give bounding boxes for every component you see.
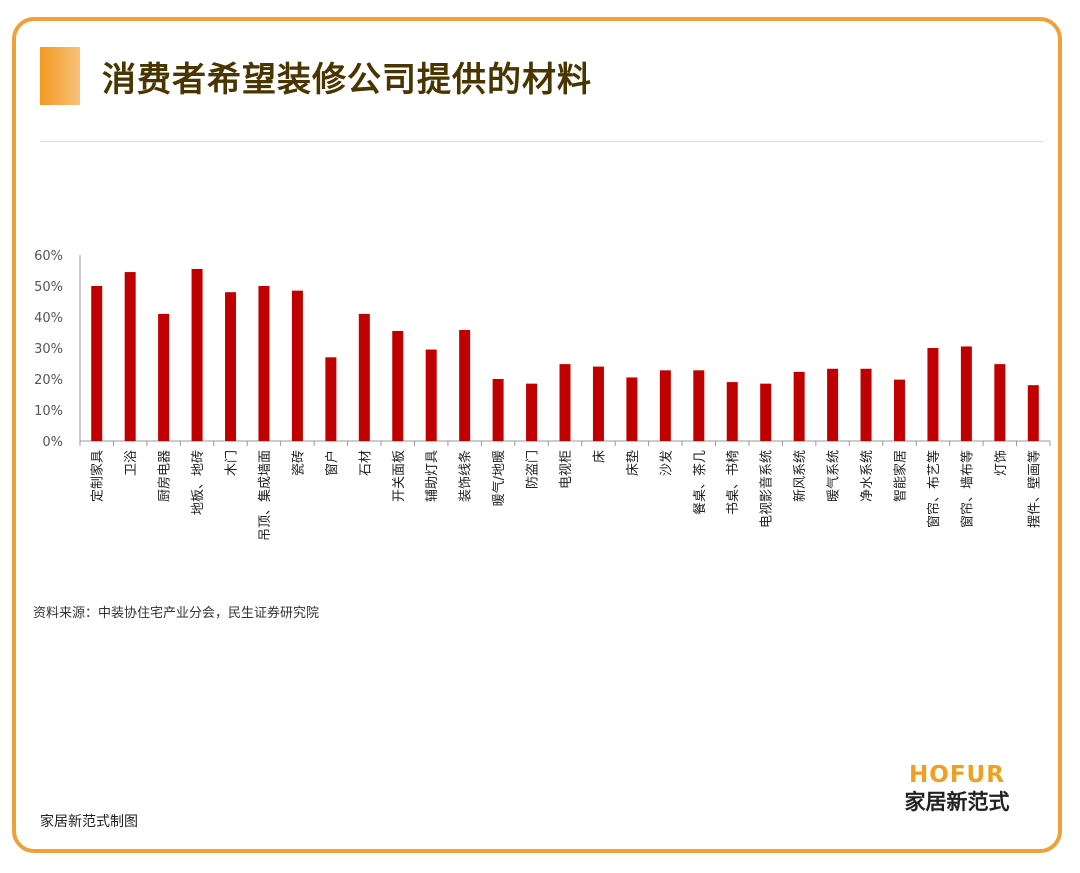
title-divider bbox=[40, 141, 1043, 142]
x-tick-label: 定制家具 bbox=[90, 450, 106, 502]
y-tick-label: 40% bbox=[34, 311, 63, 326]
bar bbox=[960, 346, 972, 441]
bar bbox=[526, 383, 538, 441]
x-tick-label: 暖气系统 bbox=[826, 450, 842, 502]
footer-credit: 家居新范式制图 bbox=[40, 814, 138, 830]
x-tick-label: 窗帘、布艺等 bbox=[926, 450, 942, 528]
bar bbox=[793, 371, 805, 441]
x-tick-label: 摆件、壁画等 bbox=[1026, 450, 1042, 528]
x-tick-label: 辅助灯具 bbox=[425, 450, 440, 502]
x-tick-label: 瓷砖 bbox=[291, 450, 306, 476]
logo-brand-cn: 家居新范式 bbox=[904, 790, 1010, 814]
x-tick-label: 开关面板 bbox=[392, 450, 407, 502]
x-tick-label: 餐桌、茶几 bbox=[692, 450, 708, 515]
y-tick-label: 20% bbox=[34, 373, 63, 388]
y-tick-label: 30% bbox=[34, 342, 63, 357]
x-tick-label: 灯饰 bbox=[994, 450, 1009, 476]
bar bbox=[158, 313, 170, 441]
source-note: 资料来源：中装协住宅产业分会，民生证券研究院 bbox=[33, 606, 320, 621]
bar bbox=[492, 379, 504, 441]
x-tick-label: 电视影音系统 bbox=[759, 450, 775, 528]
bar bbox=[626, 377, 638, 441]
bar bbox=[592, 366, 604, 441]
bar bbox=[1027, 385, 1039, 441]
bar bbox=[124, 272, 136, 441]
bar bbox=[291, 290, 303, 441]
bar bbox=[225, 292, 237, 441]
bar bbox=[258, 286, 270, 441]
y-axis: 0% 10% 20% 30% 40% 50% 60% bbox=[34, 249, 81, 450]
y-tick-label: 50% bbox=[34, 280, 63, 295]
x-tick-label: 暖气/地暖 bbox=[491, 450, 507, 506]
y-tick-label: 60% bbox=[34, 249, 63, 264]
bar bbox=[425, 349, 437, 441]
x-tick-label: 石材 bbox=[358, 450, 373, 476]
x-tick-label: 净水系统 bbox=[860, 450, 875, 502]
y-tick-label: 0% bbox=[42, 435, 63, 450]
x-tick-label: 木门 bbox=[225, 450, 240, 476]
logo-brand: HOFUR bbox=[909, 762, 1005, 788]
x-tick-label: 智能家居 bbox=[892, 450, 908, 502]
bar bbox=[726, 382, 738, 441]
bar bbox=[693, 370, 705, 441]
bar bbox=[358, 313, 370, 441]
bar-series bbox=[91, 268, 1039, 441]
bar bbox=[325, 357, 337, 441]
x-tick-label: 地板、地砖 bbox=[191, 450, 206, 515]
page-title: 消费者希望装修公司提供的材料 bbox=[102, 60, 592, 100]
x-tick-label: 装饰线条 bbox=[458, 450, 474, 502]
x-tick-labels: 定制家具 卫浴 厨房电器 地板、地砖 木门 吊顶、集成墙面 瓷砖 窗户 石材 开关面板 辅助灯具 装饰… bbox=[90, 450, 1043, 541]
bar bbox=[893, 379, 905, 441]
bar bbox=[91, 286, 103, 441]
x-tick-label: 床 bbox=[592, 450, 607, 463]
x-tick-label: 书桌、书椅 bbox=[726, 450, 741, 515]
x-tick-label: 窗帘、墙布等 bbox=[959, 450, 975, 528]
bar bbox=[994, 364, 1006, 441]
x-tick-label: 新风系统 bbox=[792, 450, 808, 502]
bar bbox=[659, 370, 671, 441]
x-tick-label: 卫浴 bbox=[124, 450, 139, 476]
bar bbox=[459, 330, 471, 441]
title-accent-bar bbox=[40, 47, 80, 105]
card-frame bbox=[12, 17, 1062, 853]
bar bbox=[927, 348, 939, 441]
x-tick-label: 窗户 bbox=[324, 450, 340, 476]
bar bbox=[559, 364, 571, 441]
x-tick-label: 床垫 bbox=[625, 450, 641, 476]
bar bbox=[827, 368, 839, 441]
bar bbox=[860, 368, 872, 441]
x-tick-label: 厨房电器 bbox=[157, 450, 173, 502]
x-tick-label: 吊顶、集成墙面 bbox=[257, 450, 273, 541]
hofur-logo: HOFUR 家居新范式 bbox=[897, 762, 1017, 816]
x-tick-label: 沙发 bbox=[658, 450, 674, 476]
x-tick-label: 防盗门 bbox=[525, 450, 541, 489]
x-axis bbox=[79, 440, 1051, 446]
bar bbox=[760, 383, 772, 441]
y-tick-label: 10% bbox=[34, 404, 63, 419]
x-tick-label: 电视柜 bbox=[559, 450, 574, 489]
bar bbox=[392, 330, 404, 441]
bar bbox=[191, 268, 203, 441]
